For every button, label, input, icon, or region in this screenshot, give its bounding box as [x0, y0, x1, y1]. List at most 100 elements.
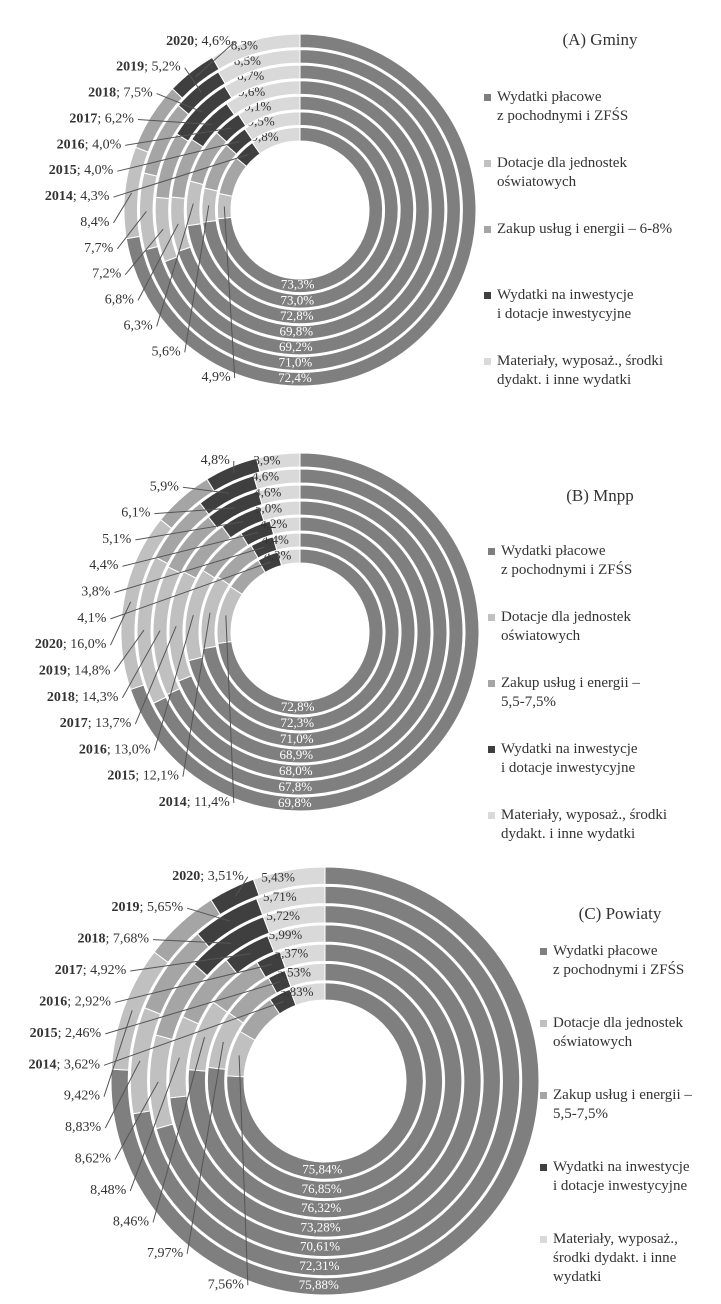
value-label: 8,46% [113, 1215, 150, 1230]
legend-label: Dotacje dla jednostek oświatowych [553, 1015, 683, 1050]
separator: ; [56, 1058, 63, 1073]
legend-label: Wydatki płacowe z pochodnymi i ZFŚS [497, 89, 629, 124]
leader-line [184, 205, 210, 353]
value-label: 75,84% [302, 1162, 342, 1177]
value-text: 5,6% [152, 344, 182, 359]
leader-line [184, 67, 202, 93]
separator: ; [77, 163, 84, 178]
leader-line [114, 1081, 159, 1160]
separator: ; [97, 112, 104, 127]
value-label: 2016; 13,0% [79, 743, 151, 758]
legend-label: Wydatki płacowe z pochodnymi i ZFŚS [501, 543, 633, 578]
leader-line [135, 521, 244, 541]
ring-segment [244, 111, 301, 141]
ring-segment [225, 80, 301, 116]
value-label: 2019; 5,65% [112, 900, 184, 915]
value-text: 8,48% [90, 1183, 127, 1198]
separator: ; [140, 900, 147, 915]
leader-line [154, 507, 236, 515]
year-label: 2018 [77, 932, 105, 947]
ring-segment [169, 924, 482, 1238]
legend-item: Wydatki na inwestycje i dotacje inwestyc… [484, 286, 716, 352]
ring-segment [255, 885, 326, 916]
value-text: 3,8% [81, 585, 111, 600]
value-label: 71,0% [280, 731, 314, 746]
value-text: 5,65% [147, 900, 184, 915]
value-label: 7,7% [84, 241, 114, 256]
separator: ; [194, 34, 201, 49]
ring-segment [217, 126, 384, 294]
separator: ; [63, 637, 70, 652]
value-label: 2018; 7,68% [77, 932, 149, 947]
value-label: 72,8% [280, 308, 314, 323]
year-label: 2018 [47, 690, 75, 705]
value-text: 13,0% [114, 743, 151, 758]
legend-marker [488, 812, 495, 819]
value-label: 4,8% [201, 453, 231, 468]
legend-label: Wydatki na inwestycje i dotacje inwestyc… [553, 1159, 690, 1194]
legend-marker [540, 1236, 547, 1243]
legend-label: Dotacje dla jednostek oświatowych [501, 609, 631, 644]
chart: 75,84%5,83%76,85%5,53%76,32%5,37%73,28%5… [28, 866, 540, 1296]
value-label: 2020; 16,0% [35, 637, 107, 652]
ring-segment [207, 962, 443, 1200]
value-label: 2014; 4,3% [45, 189, 110, 204]
value-label: 72,3% [280, 715, 314, 730]
year-label: 2016 [57, 138, 85, 153]
value-text: 6,2% [105, 112, 135, 127]
leader-line [137, 223, 179, 301]
legend-item: Zakup usług i energii – 6-8% [484, 220, 716, 286]
value-label: 2020; 3,51% [172, 869, 244, 884]
leader-line [186, 1041, 224, 1254]
value-text: 2,92% [75, 995, 112, 1010]
leader-line [152, 1037, 205, 1223]
separator: ; [58, 1026, 65, 1041]
leader-line [129, 1057, 180, 1192]
value-label: 3,9% [253, 452, 280, 467]
value-label: 7,56% [208, 1277, 245, 1292]
legend-marker [488, 548, 495, 555]
year-label: 2019 [112, 900, 140, 915]
year-label: 2014 [28, 1058, 56, 1073]
value-text: 4,9% [202, 370, 232, 385]
leader-line [156, 203, 194, 327]
legend-marker [484, 226, 491, 233]
value-text: 8,83% [65, 1120, 102, 1135]
chart: 73,3%9,8%73,0%9,5%72,8%9,1%69,8%9,6%69,2… [45, 33, 477, 387]
legend-label: Wydatki na inwestycje i dotacje inwestyc… [501, 741, 638, 776]
separator: ; [85, 138, 92, 153]
ring-segment [289, 982, 326, 1007]
value-label: 72,31% [299, 1258, 339, 1273]
value-label: 6,8% [105, 293, 135, 308]
value-text: 7,56% [208, 1277, 245, 1292]
value-text: 5,1% [102, 532, 132, 547]
legend: Wydatki płacowe z pochodnymi i ZFŚS Dotac… [484, 88, 716, 418]
ring-segment [258, 500, 301, 522]
legend-item: Wydatki płacowe z pochodnymi i ZFŚS [484, 88, 716, 154]
value-label: 5,37% [275, 946, 309, 961]
value-text: 2,46% [65, 1026, 102, 1041]
value-label: 5,71% [263, 889, 297, 904]
value-text: 4,3% [80, 189, 110, 204]
value-label: 2016; 4,0% [57, 138, 122, 153]
leader-line [137, 118, 213, 125]
year-label: 2020 [172, 869, 200, 884]
value-text: 5,9% [150, 480, 180, 495]
ring-segment [266, 924, 326, 953]
value-label: 5,6% [152, 344, 182, 359]
chart: 72,8%4,3%72,3%4,4%71,0%4,2%68,9%5,0%68,0… [35, 452, 480, 812]
leader-line [223, 206, 236, 379]
separator: ; [75, 690, 82, 705]
year-label: 2014 [45, 189, 73, 204]
legend: Wydatki płacowe z pochodnymi i ZFŚS Dotac… [540, 942, 718, 1302]
separator: ; [107, 743, 114, 758]
legend-marker [540, 948, 547, 955]
ring-segment [201, 187, 219, 223]
value-label: 8,83% [65, 1120, 102, 1135]
leader-line [156, 93, 203, 113]
leader-line [103, 1001, 284, 1066]
value-text: 6,3% [123, 319, 153, 334]
leader-line [182, 612, 211, 777]
ring-segment [186, 95, 415, 325]
